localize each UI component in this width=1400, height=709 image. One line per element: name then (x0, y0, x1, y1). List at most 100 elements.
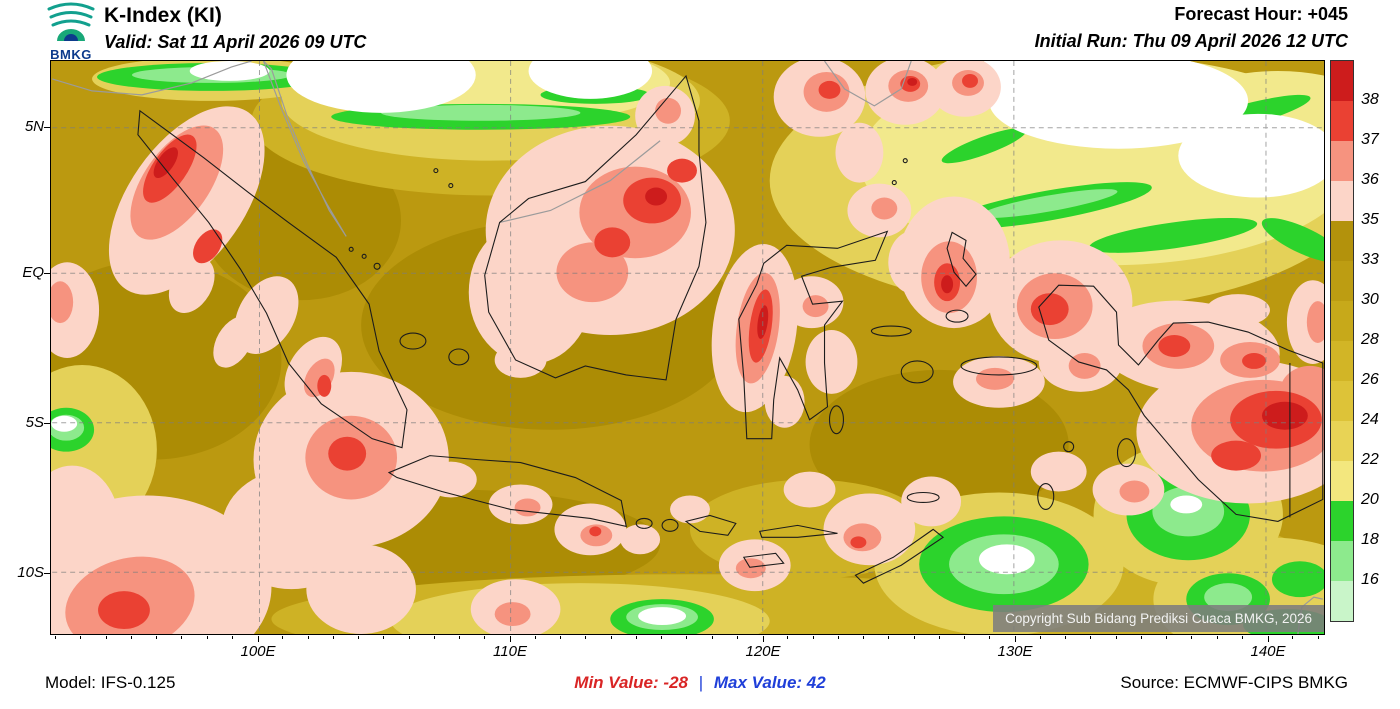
bmkg-logo-icon (47, 2, 95, 41)
bmkg-logo-label: BMKG (50, 47, 92, 62)
colorbar-tick-label: 18 (1361, 531, 1379, 548)
latitude-tick-label: 5N (24, 118, 44, 135)
axis-minor-tick (358, 636, 359, 639)
min-value-label: Min Value: (574, 673, 659, 692)
axis-minor-tick (1217, 636, 1218, 639)
axis-minor-tick (611, 636, 612, 639)
longitude-tick-label: 120E (745, 643, 781, 660)
axis-minor-tick (1166, 636, 1167, 639)
axis-minor-tick (1141, 636, 1142, 639)
axis-tick (258, 636, 259, 642)
axis-tick (44, 273, 50, 274)
axis-tick (44, 423, 50, 424)
colorbar-segments (1330, 60, 1354, 622)
contour-salmon (51, 69, 1324, 634)
colorbar-segment (1331, 341, 1353, 381)
colorbar-segment (1331, 261, 1353, 301)
axis-minor-tick (131, 636, 132, 639)
initial-run-label: Initial Run: Thu 09 April 2026 12 UTC (1034, 31, 1348, 51)
axis-minor-tick (636, 636, 637, 639)
colorbar-tick-label: 38 (1361, 91, 1379, 108)
axis-minor-tick (80, 636, 81, 639)
colorbar-segment (1331, 421, 1353, 461)
copyright-overlay: Copyright Sub Bidang Prediksi Cuaca BMKG… (993, 605, 1324, 632)
colorbar-segment (1331, 301, 1353, 341)
max-value: 42 (806, 673, 826, 692)
axis-minor-tick (964, 636, 965, 639)
colorbar-tick-label: 36 (1361, 171, 1379, 188)
bmkg-logo: BMKG (40, 1, 102, 62)
source-label: Source: ECMWF-CIPS BMKG (1120, 673, 1348, 692)
axis-minor-tick (409, 636, 410, 639)
model-label: Model: IFS-0.125 (45, 673, 176, 692)
axis-minor-tick (863, 636, 864, 639)
colorbar-segment (1331, 221, 1353, 261)
colorbar-segment (1331, 141, 1353, 181)
axis-minor-tick (1191, 636, 1192, 639)
axis-tick (44, 127, 50, 128)
foreign-coastlines (52, 61, 1323, 634)
latitude-tick-label: 5S (25, 414, 44, 431)
axis-minor-tick (787, 636, 788, 639)
longitude-tick-label: 100E (240, 643, 276, 660)
colorbar-labels: 38 37 36 35 33 30 28 26 24 22 20 18 16 (1361, 60, 1397, 635)
page-title: K-Index (KI) (104, 4, 222, 27)
colorbar-tick-label: 16 (1361, 571, 1379, 588)
minmax-line: Min Value: -28 | Max Value: 42 (0, 673, 1400, 693)
axis-minor-tick (585, 636, 586, 639)
axis-minor-tick (207, 636, 208, 639)
axis-minor-tick (106, 636, 107, 639)
axis-tick (763, 636, 764, 642)
axis-minor-tick (813, 636, 814, 639)
axis-minor-tick (1040, 636, 1041, 639)
axis-minor-tick (686, 636, 687, 639)
axis-minor-tick (232, 636, 233, 639)
axis-minor-tick (383, 636, 384, 639)
axis-minor-tick (1116, 636, 1117, 639)
axis-minor-tick (838, 636, 839, 639)
axis-minor-tick (434, 636, 435, 639)
map-frame: Copyright Sub Bidang Prediksi Cuaca BMKG… (50, 60, 1325, 635)
axis-minor-tick (1090, 636, 1091, 639)
axis-minor-tick (661, 636, 662, 639)
latitude-tick-label: 10S (17, 564, 44, 581)
colorbar-segment (1331, 101, 1353, 141)
colorbar-segment (1331, 381, 1353, 421)
min-value: -28 (663, 673, 688, 692)
axis-minor-tick (888, 636, 889, 639)
axis-tick (510, 636, 511, 642)
k-index-map (51, 61, 1324, 634)
minmax-separator: | (698, 673, 704, 692)
axis-minor-tick (1065, 636, 1066, 639)
valid-time-label: Valid: Sat 11 April 2026 09 UTC (104, 32, 367, 52)
axis-minor-tick (939, 636, 940, 639)
axis-minor-tick (560, 636, 561, 639)
colorbar-tick-label: 20 (1361, 491, 1379, 508)
axis-minor-tick (914, 636, 915, 639)
axis-minor-tick (308, 636, 309, 639)
axis-minor-tick (459, 636, 460, 639)
axis-tick (1268, 636, 1269, 642)
latitude-tick-label: EQ (22, 264, 44, 281)
axis-minor-tick (55, 636, 56, 639)
colorbar-tick-label: 30 (1361, 291, 1379, 308)
colorbar-segment (1331, 61, 1353, 101)
longitude-tick-label: 130E (997, 643, 1033, 660)
colorbar-segment (1331, 541, 1353, 581)
colorbar-tick-label: 24 (1361, 411, 1379, 428)
longitude-tick-label: 140E (1250, 643, 1286, 660)
axis-minor-tick (535, 636, 536, 639)
gridlines (52, 61, 1323, 634)
axis-minor-tick (181, 636, 182, 639)
axis-minor-tick (282, 636, 283, 639)
colorbar-segment (1331, 181, 1353, 221)
axis-minor-tick (1292, 636, 1293, 639)
colorbar-segment (1331, 581, 1353, 621)
longitude-tick-label: 110E (493, 643, 527, 660)
max-value-label: Max Value: (713, 673, 803, 692)
axis-minor-tick (484, 636, 485, 639)
axis-minor-tick (333, 636, 334, 639)
contour-white (51, 61, 1324, 626)
colorbar-segment (1331, 461, 1353, 501)
